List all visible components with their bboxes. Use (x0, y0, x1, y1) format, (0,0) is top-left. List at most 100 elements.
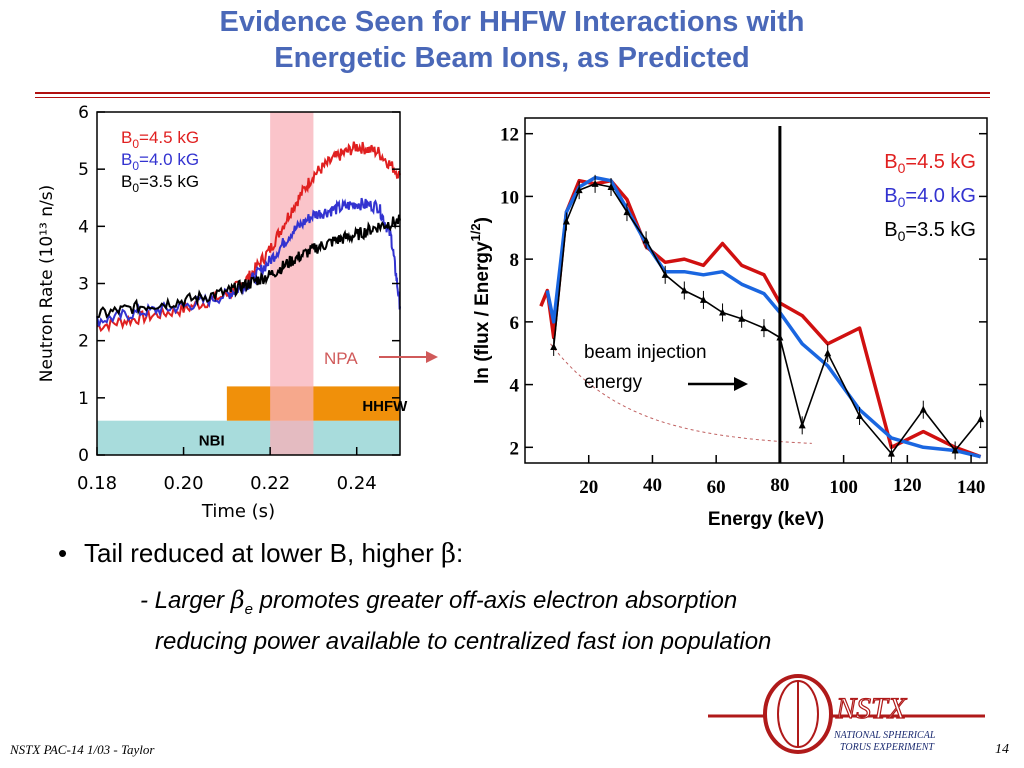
y-tick-label: 2 (510, 438, 520, 459)
legend-subscript: 0 (898, 194, 906, 210)
legend-b: B (884, 219, 897, 241)
data-point (977, 415, 985, 423)
legend-value: =3.5 kG (139, 172, 199, 191)
x-tick-label: 80 (770, 475, 789, 496)
nbi-label: NBI (199, 432, 225, 449)
logo-subtitle-2: TORUS EXPERIMENT (840, 742, 935, 753)
title-divider (35, 92, 990, 94)
logo-outer-ring (763, 674, 833, 754)
x-tick-label: 40 (643, 475, 662, 496)
bullet-beta: β (440, 539, 456, 569)
legend-entry-right-0: B0=4.5 kG (884, 151, 976, 176)
y-tick-label: 3 (78, 275, 89, 295)
energy-series-0 (539, 178, 982, 459)
legend-b: B (121, 128, 132, 147)
annotation-line-1: beam injection (584, 342, 707, 363)
y-tick-label: 2 (78, 332, 89, 352)
data-point (575, 186, 583, 194)
energy-series-1 (545, 175, 982, 459)
data-point (699, 295, 707, 303)
sub-bullet-line-2: reducing power available to centralized … (155, 628, 772, 655)
footer-text: NSTX PAC-14 1/03 - Taylor (10, 742, 155, 757)
x-tick-label: 0.24 (337, 473, 377, 494)
legend-value: =4.0 kG (139, 150, 199, 169)
y-label-end: ) (472, 217, 493, 223)
data-point (562, 217, 570, 225)
data-point (738, 314, 746, 322)
guide-curve (550, 343, 812, 444)
data-point (824, 349, 832, 357)
sub-bullet-prefix: - Larger (140, 587, 231, 614)
y-tick-label: 4 (78, 217, 89, 237)
y-axis-label: Neutron Rate (10¹³ n/s) (37, 185, 57, 382)
data-point (623, 208, 631, 216)
legend-entry-left-0: B0=4.5 kG (121, 128, 199, 151)
x-tick-label: 140 (957, 477, 986, 498)
legend-entry-right-1: B0=4.0 kG (884, 185, 976, 210)
y-tick-label: 6 (510, 313, 520, 334)
legend-value: =3.5 kG (905, 219, 976, 241)
title-divider-thin (35, 97, 990, 98)
plot-frame-right (524, 117, 988, 464)
legend-subscript: 0 (132, 159, 139, 173)
npa-arrow-head (426, 351, 438, 363)
data-point (661, 270, 669, 278)
npa-window-shade (270, 112, 314, 455)
legend-subscript: 0 (898, 160, 906, 176)
page-number: 14 (995, 742, 1009, 757)
legend-value: =4.0 kG (905, 185, 976, 207)
y-tick-label: 5 (78, 160, 89, 180)
annotation-line-2: energy (584, 372, 643, 393)
legend-b: B (121, 172, 132, 191)
annotation-arrow-head (734, 377, 748, 391)
page-title: Evidence Seen for HHFW Interactions with… (0, 4, 1024, 76)
sub-bullet-rest: promotes greater off-axis electron absor… (252, 587, 738, 614)
x-axis-label: Energy (keV) (708, 509, 824, 530)
legend-entry-right-2: B0=3.5 kG (884, 219, 976, 244)
x-tick-label: 60 (707, 477, 726, 498)
legend-b: B (884, 185, 897, 207)
data-point (919, 405, 927, 413)
bullet-point: • Tail reduced at lower B, higher β: (58, 538, 463, 569)
data-point (719, 308, 727, 316)
y-tick-label: 1 (78, 389, 89, 409)
data-point (550, 342, 558, 350)
bullet-text: Tail reduced at lower B, higher (84, 538, 441, 568)
sub-bullet-line-1: - Larger βe promotes greater off-axis el… (140, 586, 737, 618)
y-label-superscript: 1/2 (468, 223, 483, 241)
bullet-colon: : (456, 538, 464, 568)
y-tick-label: 10 (500, 187, 519, 208)
legend-value: =4.5 kG (905, 151, 976, 173)
y-tick-label: 4 (510, 376, 520, 397)
data-point (856, 411, 864, 419)
x-axis-label: Time (s) (201, 501, 275, 522)
neutron-series-2 (96, 214, 401, 319)
y-tick-label: 0 (78, 446, 89, 466)
data-point (951, 446, 959, 454)
legend-subscript: 0 (132, 137, 139, 151)
x-tick-label: 0.20 (164, 473, 204, 494)
title-line-2: Energetic Beam Ions, as Predicted (274, 42, 750, 74)
hhfw-bar (226, 386, 400, 421)
data-point (680, 286, 688, 294)
data-point (798, 421, 806, 429)
data-point (887, 449, 895, 457)
bullet-marker: • (58, 538, 68, 568)
data-point (642, 236, 650, 244)
legend-value: =4.5 kG (139, 128, 199, 147)
x-tick-label: 0.18 (77, 473, 117, 494)
data-point (591, 179, 599, 187)
nbi-bar (97, 420, 400, 455)
data-point (607, 183, 615, 190)
hhfw-label: HHFW (362, 398, 408, 415)
legend-subscript: 0 (898, 228, 906, 244)
x-tick-label: 100 (829, 477, 858, 498)
x-tick-label: 120 (893, 475, 922, 496)
legend-entry-left-2: B0=3.5 kG (121, 172, 199, 195)
y-tick-label: 6 (78, 103, 89, 123)
y-label-main: ln (flux / Energy (472, 241, 493, 384)
legend-b: B (121, 150, 132, 169)
